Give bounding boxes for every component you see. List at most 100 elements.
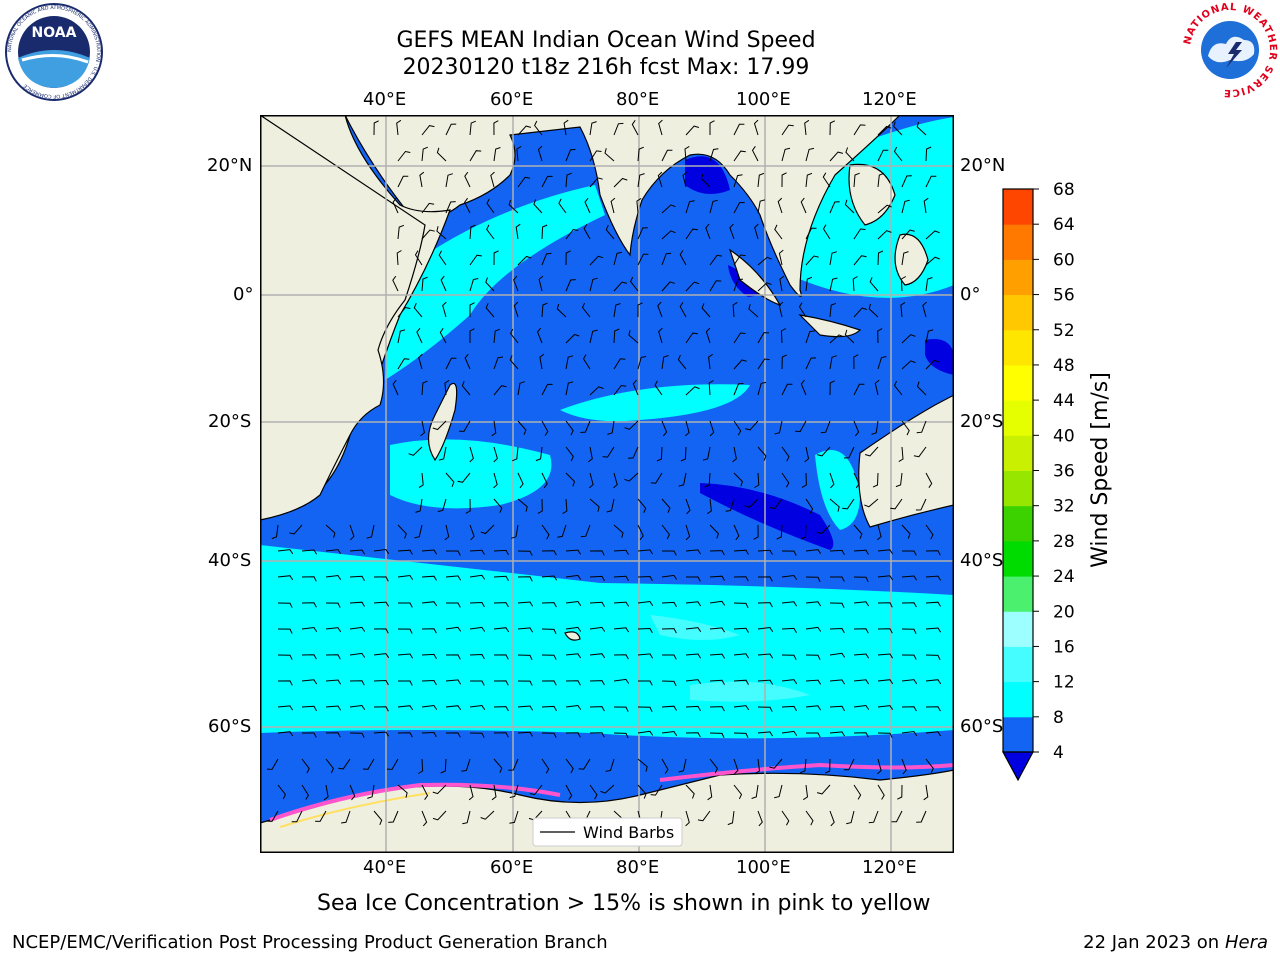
wind-barb	[421, 704, 438, 710]
wind-barb	[565, 704, 582, 710]
wind-barb	[754, 223, 759, 240]
wind-barb	[637, 706, 653, 713]
wind-barb	[853, 784, 862, 800]
wind-barb	[757, 172, 765, 188]
wind-barb	[661, 281, 675, 292]
wind-barb	[901, 199, 910, 214]
wind-barb	[661, 204, 676, 214]
wind-barb	[541, 383, 553, 396]
wind-barb	[877, 230, 892, 240]
wind-barb	[517, 125, 532, 136]
wind-barb	[925, 627, 942, 633]
wind-barb	[829, 251, 837, 266]
wind-barb	[709, 575, 725, 581]
wind-barb	[421, 731, 437, 738]
wind-barb	[341, 810, 351, 824]
wind-barb	[493, 680, 509, 686]
wind-barb	[493, 472, 498, 489]
wind-barb	[537, 145, 543, 162]
wind-barb	[438, 446, 447, 461]
wind-barb	[732, 301, 738, 318]
wind-barb	[517, 381, 525, 396]
wind-barb	[805, 227, 817, 240]
noaa-logo-text: NOAA	[32, 25, 77, 41]
wind-barb	[469, 524, 475, 541]
wind-barb	[658, 327, 663, 344]
chart-title-line2: 20230120 t18z 216h fcst Max: 17.99	[402, 55, 810, 80]
lon-label-bottom-60e: 60°E	[490, 857, 534, 878]
wind-barb	[853, 628, 869, 634]
wind-barb	[613, 328, 620, 344]
wind-barb	[373, 120, 379, 136]
wind-barb	[829, 334, 844, 344]
noaa-logo: NOAA NATIONAL OCEANIC AND ATMOSPHERIC AD…	[5, 3, 103, 101]
wind-barb	[781, 172, 787, 188]
wind-barb	[733, 278, 744, 292]
wind-barb	[637, 730, 654, 736]
wind-barb	[613, 303, 621, 318]
wind-barb	[877, 204, 892, 214]
wind-barb	[657, 171, 663, 188]
wind-barb	[661, 730, 678, 736]
wind-barb	[733, 653, 750, 659]
wind-barb	[606, 498, 615, 513]
wind-barb	[589, 121, 597, 136]
wind-barb	[925, 550, 941, 556]
wind-barb	[277, 731, 294, 737]
wind-barbs	[266, 119, 942, 827]
wind-barb	[901, 575, 918, 581]
wind-barb	[845, 147, 855, 162]
colorbar-tick-label: 20	[1053, 602, 1075, 622]
colorbar-tick-label: 8	[1053, 708, 1064, 728]
wind-barb	[829, 810, 835, 827]
wind-barb	[893, 121, 903, 136]
wind-barb	[925, 359, 940, 370]
wind-barb	[605, 225, 615, 240]
wind-barb	[805, 705, 822, 711]
wind-barb	[469, 302, 475, 317]
wind-barb	[445, 472, 455, 487]
wind-barb	[301, 654, 317, 660]
wind-barb	[469, 278, 479, 292]
wind-barb	[541, 732, 557, 738]
wind-barb	[480, 810, 495, 820]
wind-barb	[445, 626, 462, 632]
wind-barb	[709, 120, 715, 135]
wind-barb	[779, 275, 785, 292]
colorbar-tick-label: 12	[1053, 673, 1075, 693]
wind-barb	[925, 230, 940, 240]
wind-barb	[844, 329, 855, 344]
wind-barb	[685, 524, 691, 541]
wind-barb	[408, 446, 423, 456]
wind-barb	[432, 784, 447, 795]
wind-barb	[373, 628, 389, 634]
wind-barb	[469, 254, 482, 266]
wind-barb	[776, 524, 783, 540]
wind-barb	[583, 224, 591, 240]
wind-barb	[613, 524, 624, 538]
wind-barb	[755, 758, 761, 775]
wind-barb	[842, 498, 855, 510]
colorbar-tick-label: 68	[1053, 180, 1075, 200]
wind-barb	[415, 498, 423, 513]
wind-barb	[744, 498, 759, 508]
wind-barb	[661, 574, 678, 580]
wind-barb	[800, 524, 807, 540]
wind-barb	[637, 524, 644, 541]
wind-barb	[373, 548, 390, 554]
wind-barb	[757, 381, 767, 396]
wind-barb	[517, 550, 533, 556]
wind-barb	[778, 301, 784, 318]
colorbar-segment	[1003, 294, 1033, 331]
wind-barb	[541, 628, 557, 635]
wind-barb	[565, 680, 581, 686]
lat-label-right-0: 0°	[960, 284, 981, 305]
wind-barb	[325, 627, 342, 633]
wind-barb	[898, 446, 904, 463]
wind-barb	[871, 420, 879, 435]
wind-barb	[509, 355, 519, 370]
wind-barb	[517, 680, 533, 686]
wind-barb	[757, 576, 773, 582]
colorbar-segment	[1003, 716, 1033, 753]
wind-barb	[589, 626, 606, 632]
